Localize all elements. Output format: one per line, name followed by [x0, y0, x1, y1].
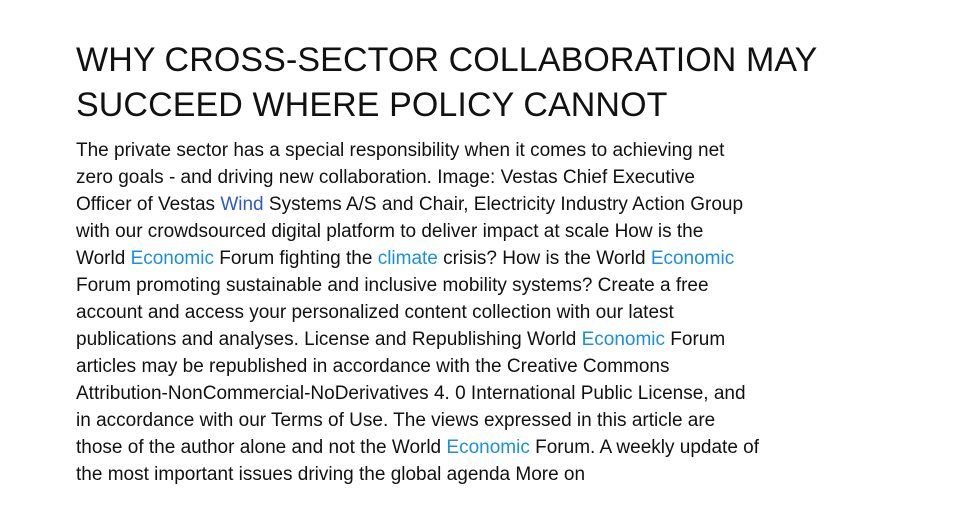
body-text-segment: Forum fighting the [213, 248, 378, 269]
article-headline: WHY CROSS-SECTOR COLLABORATION MAY SUCCE… [76, 38, 876, 128]
highlighted-keyword[interactable]: climate [377, 248, 438, 269]
body-text-segment: Forum [665, 329, 726, 350]
highlighted-keyword[interactable]: Economic [130, 248, 214, 269]
highlighted-keyword[interactable]: Economic [581, 329, 665, 350]
body-text-segment: Forum promoting sustainable and inclusiv… [76, 275, 709, 296]
article-body: The private sector has a special respons… [76, 137, 876, 488]
headline-line-1: WHY CROSS-SECTOR COLLABORATION MAY [76, 41, 818, 79]
highlighted-keyword[interactable]: Economic [446, 437, 530, 458]
article: WHY CROSS-SECTOR COLLABORATION MAY SUCCE… [76, 38, 876, 488]
headline-line-2: SUCCEED WHERE POLICY CANNOT [76, 86, 668, 124]
highlighted-keyword[interactable]: Economic [650, 248, 735, 269]
body-text-segment: account and access your personalized con… [76, 302, 674, 323]
body-text-segment: The private sector has a special respons… [76, 140, 725, 161]
body-text-segment: World [76, 248, 131, 269]
body-text-segment: Attribution-NonCommercial-NoDerivatives … [76, 383, 746, 404]
body-text-segment: those of the author alone and not the Wo… [76, 437, 447, 458]
body-text-segment: publications and analyses. License and R… [76, 329, 582, 350]
body-text-segment: with our crowdsourced digital platform t… [76, 221, 704, 242]
body-text-segment: in accordance with our Terms of Use. The… [76, 410, 716, 431]
body-text-segment: zero goals - and driving new collaborati… [76, 167, 695, 188]
body-text-segment: articles may be republished in accordanc… [76, 356, 670, 377]
body-text-segment: Systems A/S and Chair, Electricity Indus… [263, 194, 744, 215]
highlighted-keyword[interactable]: Wind [220, 194, 264, 215]
body-text-segment: the most important issues driving the gl… [76, 464, 586, 485]
body-text-segment: Officer of Vestas [76, 194, 221, 215]
body-text-segment: crisis? How is the World [437, 248, 651, 269]
body-text-segment: Forum. A weekly update of [529, 437, 760, 458]
